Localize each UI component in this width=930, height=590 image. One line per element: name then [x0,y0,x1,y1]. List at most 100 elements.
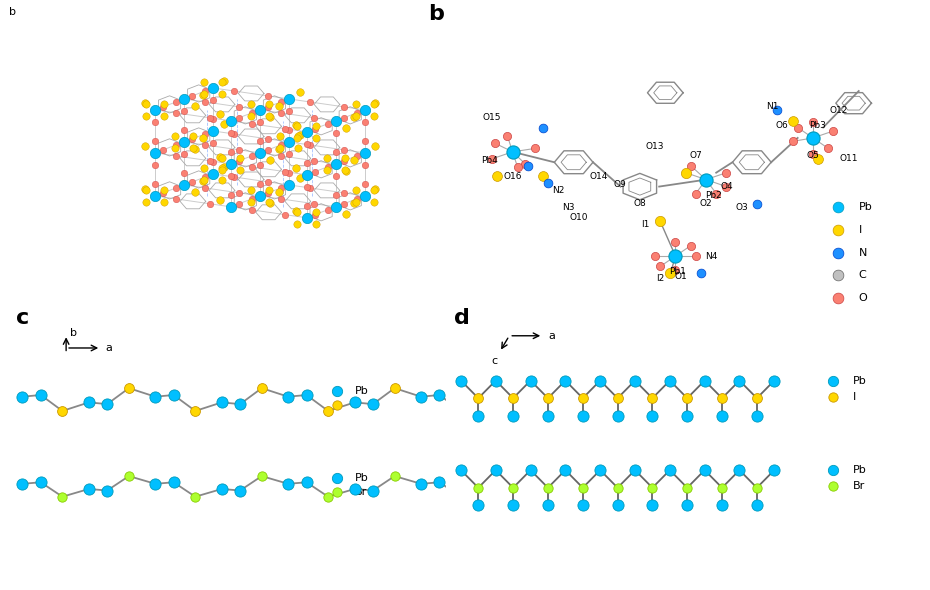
Point [227,86,242,96]
Point [540,411,555,421]
Point [319,153,334,162]
Point [282,149,297,159]
Point [518,159,533,169]
Point [156,99,171,109]
Point [805,149,820,158]
Text: Pb4: Pb4 [482,156,498,165]
Point [214,153,229,162]
Point [680,411,695,421]
Point [260,145,275,155]
Point [166,477,181,487]
Point [714,501,729,510]
Point [156,197,171,206]
Point [156,185,171,195]
Point [223,116,238,126]
Point [291,143,306,153]
Point [366,197,381,206]
Point [694,268,709,278]
Point [244,112,259,121]
Point [336,145,351,155]
Point [471,394,485,403]
Point [215,89,230,99]
Point [232,199,246,208]
Point [668,266,683,275]
Point [328,116,343,126]
Point [826,481,841,491]
Point [195,176,210,186]
Point [523,376,538,385]
Point [684,161,698,171]
Point [366,185,381,195]
Point [272,131,287,140]
Point [148,117,163,127]
Point [750,411,764,421]
Point [202,199,217,208]
Point [195,133,210,143]
Point [206,157,220,166]
Point [245,119,259,129]
Point [263,155,278,165]
Point [273,97,288,107]
Point [202,113,217,123]
Text: O10: O10 [569,214,588,222]
Point [698,175,713,184]
Point [349,194,364,204]
Point [155,102,170,112]
Point [252,191,267,201]
Point [299,127,314,136]
Point [215,175,230,185]
Point [506,394,521,403]
Point [198,172,213,182]
Point [349,108,364,117]
Point [321,407,336,416]
Point [260,188,275,198]
Point [217,162,232,172]
Point [308,219,323,228]
Point [100,486,114,495]
Point [177,125,192,135]
Point [206,169,220,179]
Point [830,203,845,212]
Point [511,163,525,172]
Text: Br: Br [354,487,366,497]
Point [290,207,305,217]
Point [662,466,677,475]
Text: O15: O15 [483,113,501,122]
Point [498,486,513,495]
Point [197,89,212,99]
Text: Pb: Pb [354,386,368,396]
Point [540,178,555,188]
Point [558,466,573,475]
Point [645,501,660,510]
Point [826,376,841,385]
Text: Pb: Pb [853,376,867,385]
Point [505,147,520,156]
Point [148,105,163,114]
Point [288,120,303,129]
Point [506,411,521,421]
Point [245,162,259,172]
Point [148,160,163,170]
Point [278,124,293,133]
Point [223,171,238,181]
Point [303,97,318,107]
Point [168,97,183,107]
Point [500,132,515,141]
Point [148,148,163,158]
Point [254,471,269,481]
Point [349,197,364,206]
Text: I: I [853,392,856,402]
Point [320,205,335,215]
Point [678,168,693,178]
Point [830,225,845,235]
Point [155,145,170,155]
Point [232,399,247,409]
Text: Pb: Pb [354,473,368,483]
Point [662,376,677,385]
Point [15,392,30,401]
Point [206,96,220,105]
Point [288,163,303,172]
Point [307,156,322,165]
Point [336,188,351,198]
Point [198,129,213,139]
